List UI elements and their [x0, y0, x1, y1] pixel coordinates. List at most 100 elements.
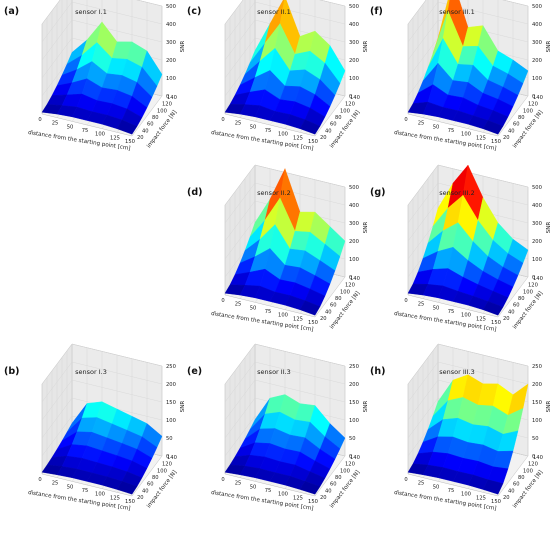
x-tick-label: 0 [221, 117, 224, 123]
x-tick-label: 0 [404, 117, 407, 123]
x-gridline [314, 187, 346, 318]
z-tick-label: 0 [166, 94, 169, 100]
panel-title: sensor III.2 [439, 189, 475, 197]
y-tick-label: 60 [513, 303, 520, 309]
x-gridline [314, 6, 346, 137]
z-tick-label: 300 [349, 40, 359, 46]
x-tick-label: 0 [38, 477, 41, 483]
y-tick-label: 120 [162, 462, 172, 468]
y-tick-label: 80 [518, 115, 525, 121]
y-tick-label: 40 [142, 128, 149, 134]
x-tick-label: 150 [125, 139, 135, 145]
panel-label: (c) [187, 6, 202, 17]
panel-title: sensor I.3 [75, 368, 107, 376]
y-tick-label: 80 [335, 296, 342, 302]
z-axis-label: SNR [363, 222, 369, 234]
x-tick-label: 0 [221, 477, 224, 483]
y-tick-label: 100 [340, 468, 350, 474]
x-tick-label: 150 [308, 320, 318, 326]
surface-panel-g: 0 25 50 75 100 125 150 20 40 60 80 100 120 140 0 100 200… [368, 164, 550, 355]
y-axis-label: impact force [N] [512, 469, 544, 509]
y-tick-label: 20 [503, 316, 510, 322]
z-tick-label: 500 [349, 185, 359, 191]
x-tick-label: 50 [250, 484, 257, 490]
x-tick-label: 25 [418, 121, 425, 127]
x-tick-label: 125 [293, 316, 303, 322]
surface-panel-b: 0 25 50 75 100 125 150 20 40 60 80 100 120 140 0 50 100 1… [2, 343, 186, 534]
tick-labels: 0255075100125150204060801001201400100200… [221, 185, 360, 326]
x-gridline [497, 187, 529, 318]
y-tick-label: 120 [528, 283, 538, 289]
z-tick-label: 400 [349, 22, 359, 28]
z-axis-label: SNR [546, 401, 550, 413]
z-tick-label: 0 [166, 454, 169, 460]
x-tick-label: 25 [418, 481, 425, 487]
x-tick-label: 25 [52, 481, 59, 487]
x-tick-label: 125 [476, 495, 486, 501]
x-tick-label: 125 [476, 135, 486, 141]
tick-labels: 0255075100125150204060801001201400501001… [404, 364, 543, 505]
y-tick-label: 40 [325, 128, 332, 134]
panel-label: (d) [187, 187, 203, 198]
surface-mesh [224, 0, 346, 135]
y-tick-label: 100 [523, 468, 533, 474]
y-tick-label: 100 [340, 289, 350, 295]
surface-mesh [41, 21, 163, 135]
x-tick-label: 75 [82, 488, 89, 494]
z-tick-label: 150 [166, 400, 176, 406]
x-tick-label: 75 [265, 309, 272, 315]
x-tick-label: 100 [461, 313, 471, 319]
tick-labels: 0255075100125150204060801001201400100200… [404, 185, 543, 326]
x-gridline [497, 6, 529, 137]
y-tick-label: 20 [137, 135, 144, 141]
y-tick-label: 40 [508, 128, 515, 134]
y-tick-label: 120 [345, 283, 355, 289]
z-tick-label: 50 [349, 436, 356, 442]
surface-plot-g: 0255075100125150204060801001201400100200… [394, 164, 550, 333]
panel-label: (g) [370, 187, 386, 198]
y-tick-label: 60 [147, 482, 154, 488]
z-tick-label: 0 [349, 275, 352, 281]
surface-patch [116, 119, 138, 135]
y-tick-label: 60 [330, 303, 337, 309]
x-tick-label: 0 [404, 298, 407, 304]
surface-panel-c: 0 25 50 75 100 125 150 20 40 60 80 100 120 140 0 100 200… [185, 0, 369, 174]
surface-plot-h: 0255075100125150204060801001201400501001… [394, 343, 550, 512]
z-tick-label: 200 [532, 239, 542, 245]
z-tick-label: 50 [532, 436, 539, 442]
x-tick-label: 50 [433, 484, 440, 490]
surface-patch [299, 481, 321, 495]
surface-panel-e: 0 25 50 75 100 125 150 20 40 60 80 100 120 140 0 50 100 1… [185, 343, 369, 534]
surface-plot-e: 0255075100125150204060801001201400501001… [211, 343, 369, 512]
x-tick-label: 100 [278, 492, 288, 498]
surface-panel-a: 0 25 50 75 100 125 150 20 40 60 80 100 120 140 0 100 200… [2, 0, 186, 174]
z-tick-label: 300 [166, 40, 176, 46]
surface-patch [299, 119, 321, 135]
x-tick-label: 150 [125, 499, 135, 505]
z-axis-label: SNR [546, 41, 550, 53]
y-tick-label: 140 [350, 276, 360, 282]
x-tick-label: 75 [448, 309, 455, 315]
y-tick-label: 80 [518, 296, 525, 302]
z-tick-label: 400 [349, 203, 359, 209]
z-tick-label: 0 [532, 454, 535, 460]
x-tick-label: 125 [293, 495, 303, 501]
y-axis-label: impact force [N] [329, 109, 361, 149]
x-tick-label: 75 [265, 128, 272, 134]
y-tick-label: 120 [528, 462, 538, 468]
x-tick-label: 25 [52, 121, 59, 127]
z-tick-label: 400 [532, 203, 542, 209]
x-tick-label: 100 [95, 492, 105, 498]
y-tick-label: 40 [508, 488, 515, 494]
x-tick-label: 125 [293, 135, 303, 141]
surface-patch [299, 300, 321, 316]
x-tick-label: 25 [235, 302, 242, 308]
z-tick-label: 200 [532, 382, 542, 388]
z-tick-label: 200 [349, 239, 359, 245]
z-tick-label: 200 [532, 58, 542, 64]
surface-plot-a: 0255075100125150204060801001201400100200… [28, 0, 186, 152]
x-tick-label: 75 [448, 488, 455, 494]
z-tick-label: 300 [349, 221, 359, 227]
z-tick-label: 100 [532, 257, 542, 263]
